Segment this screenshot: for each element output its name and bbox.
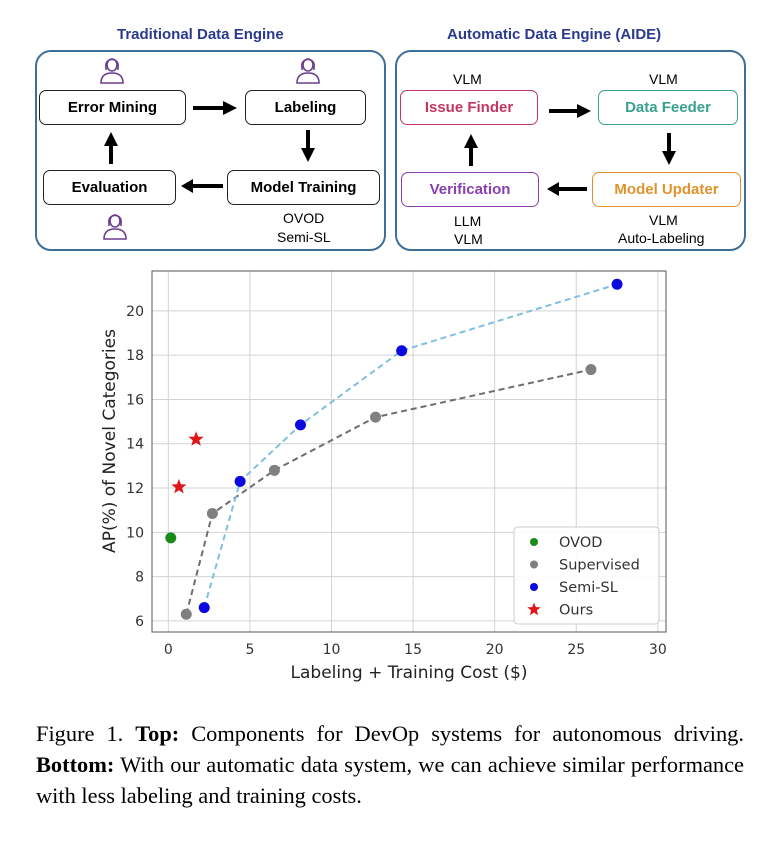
model-training-note-semisl: Semi-SL bbox=[277, 229, 331, 245]
arrow-up-icon bbox=[464, 134, 478, 166]
legend-label-ovod: OVOD bbox=[559, 535, 602, 551]
semi-sl-point bbox=[396, 345, 408, 357]
chart-marks bbox=[165, 278, 623, 620]
evaluation-box: Evaluation bbox=[43, 170, 176, 205]
y-tick-label: 18 bbox=[126, 348, 144, 364]
legend-marker-semi-sl bbox=[530, 583, 538, 591]
labeling-box: Labeling bbox=[245, 90, 366, 125]
x-tick-label: 20 bbox=[486, 642, 504, 658]
plot-frame bbox=[151, 270, 667, 633]
automatic-engine-title: Automatic Data Engine (AIDE) bbox=[447, 26, 662, 43]
caption-top-text: Components for DevOp systems for autonom… bbox=[191, 721, 744, 746]
arrow-left-icon bbox=[181, 179, 223, 193]
verification-note-llm: LLM bbox=[454, 213, 482, 229]
chart-legend: OVOD Supervised Semi-SL Ours bbox=[513, 526, 660, 625]
caption-bottom-text: With our automatic data system, we can a… bbox=[36, 752, 744, 808]
caption-label: Figure 1. bbox=[36, 721, 124, 746]
verification-note-vlm: VLM bbox=[454, 231, 483, 247]
semi-sl-point bbox=[234, 475, 246, 487]
automatic-engine-panel bbox=[395, 50, 746, 251]
model-updater-note-vlm: VLM bbox=[649, 212, 678, 228]
semi-sl-point bbox=[294, 419, 306, 431]
y-tick-label: 16 bbox=[126, 392, 144, 408]
traditional-engine-title: Traditional Data Engine bbox=[117, 26, 284, 43]
figure-caption: Figure 1. Top: Components for DevOp syst… bbox=[36, 718, 744, 811]
error-mining-box: Error Mining bbox=[39, 90, 186, 125]
arrow-down-icon bbox=[662, 133, 676, 165]
legend-marker-ovod bbox=[530, 538, 538, 546]
cost-vs-ap-chart: 0 5 10 15 20 25 30 6 8 10 12 14 16 18 20 Labeling + Tr… bbox=[100, 270, 667, 683]
x-tick-label: 15 bbox=[404, 642, 422, 658]
person-icon bbox=[296, 58, 320, 84]
legend-box bbox=[513, 526, 660, 625]
supervised-point bbox=[370, 411, 382, 423]
y-tick-label: 12 bbox=[126, 481, 144, 497]
model-updater-box: Model Updater bbox=[592, 172, 741, 207]
legend-label-ours: Ours bbox=[559, 603, 593, 619]
supervised-point bbox=[206, 508, 218, 520]
supervised-point bbox=[585, 364, 597, 376]
x-axis-label: Labeling + Training Cost ($) bbox=[291, 663, 528, 683]
ours-point bbox=[188, 431, 204, 446]
legend-marker-supervised bbox=[530, 560, 538, 569]
model-training-box: Model Training bbox=[227, 170, 380, 205]
legend-label-semi-sl: Semi-SL bbox=[559, 580, 618, 596]
y-tick-label: 6 bbox=[135, 614, 144, 630]
legend-marker-ours bbox=[527, 602, 541, 616]
chart-ticks: 0 5 10 15 20 25 30 6 8 10 12 14 16 18 20 bbox=[126, 304, 667, 658]
arrow-left-icon bbox=[547, 182, 587, 196]
x-tick-label: 25 bbox=[567, 642, 585, 658]
y-tick-label: 14 bbox=[126, 437, 144, 453]
issue-finder-note: VLM bbox=[453, 71, 482, 87]
ovod-point bbox=[165, 532, 177, 544]
model-updater-note-autolabel: Auto-Labeling bbox=[618, 230, 705, 246]
verification-box: Verification bbox=[401, 172, 539, 207]
issue-finder-box: Issue Finder bbox=[400, 90, 538, 125]
traditional-engine-panel bbox=[35, 50, 386, 251]
semi-sl-point bbox=[611, 278, 623, 290]
person-icon bbox=[100, 58, 124, 84]
data-feeder-box: Data Feeder bbox=[598, 90, 738, 125]
supervised-point bbox=[268, 464, 280, 476]
supervised-point bbox=[180, 608, 192, 620]
data-feeder-note: VLM bbox=[649, 71, 678, 87]
legend-label-supervised: Supervised bbox=[559, 558, 640, 574]
x-tick-label: 5 bbox=[245, 642, 254, 658]
y-tick-label: 20 bbox=[126, 304, 144, 320]
caption-top-bold: Top: bbox=[135, 721, 180, 746]
x-tick-label: 10 bbox=[323, 642, 341, 658]
arrow-down-icon bbox=[301, 130, 315, 162]
ours-point bbox=[171, 478, 187, 494]
y-axis-label: AP(%) of Novel Categories bbox=[100, 329, 120, 553]
arrow-right-icon bbox=[193, 101, 237, 115]
x-tick-label: 30 bbox=[649, 642, 667, 658]
y-tick-label: 8 bbox=[135, 570, 144, 586]
caption-bottom-bold: Bottom: bbox=[36, 752, 115, 777]
person-icon bbox=[103, 214, 127, 240]
arrow-right-icon bbox=[549, 104, 591, 118]
arrow-up-icon bbox=[104, 132, 118, 164]
semi-sl-point bbox=[198, 602, 210, 614]
model-training-note-ovod: OVOD bbox=[283, 210, 325, 226]
y-tick-label: 10 bbox=[126, 525, 144, 541]
x-tick-label: 0 bbox=[164, 642, 173, 658]
